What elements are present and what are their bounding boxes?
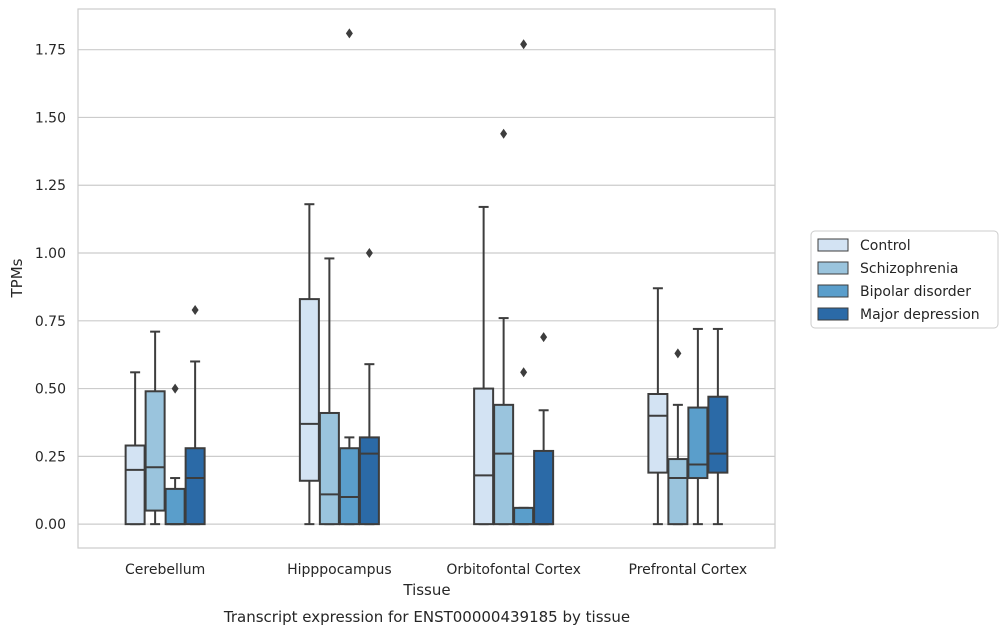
y-axis-ticks: 0.00 0.25 0.50 0.75 1.00 1.25 1.50 1.75 — [35, 43, 66, 533]
y-axis-label: TPMs — [8, 258, 26, 298]
legend-frame — [810, 230, 999, 329]
x-tick-label: Orbitofontal Cortex — [446, 562, 581, 578]
category-group — [124, 304, 206, 526]
legend-label: Control — [860, 238, 911, 254]
y-tick-label: 1.50 — [35, 110, 66, 126]
box — [318, 411, 340, 526]
y-tick-label: 0.75 — [35, 314, 66, 330]
box — [513, 506, 535, 526]
legend-label: Schizophrenia — [860, 261, 958, 277]
y-tick-label: 0.50 — [35, 382, 66, 398]
box — [164, 487, 186, 526]
legend-swatch — [817, 238, 849, 252]
legend-label: Major depression — [860, 307, 980, 323]
y-tick-label: 1.25 — [35, 178, 66, 194]
box — [667, 458, 689, 526]
outlier-point — [345, 28, 353, 39]
box — [184, 447, 206, 526]
plot-frame — [77, 8, 776, 549]
legend: Control Schizophrenia Bipolar disorder Majo… — [810, 230, 999, 329]
box — [533, 449, 555, 526]
category-group — [298, 28, 380, 526]
outlier-point — [540, 332, 548, 343]
category-group — [647, 287, 729, 526]
outlier-point — [520, 367, 528, 378]
chart-caption: Transcript expression for ENST0000043918… — [223, 608, 630, 626]
box — [687, 406, 709, 480]
box — [647, 393, 669, 474]
box — [493, 403, 515, 526]
box — [124, 444, 146, 526]
legend-swatch — [817, 307, 849, 321]
grid-lines — [78, 49, 775, 525]
x-tick-label: Hipppocampus — [287, 562, 392, 578]
category-group — [473, 39, 555, 526]
outlier-point — [365, 248, 373, 259]
x-tick-label: Cerebellum — [125, 562, 205, 578]
outlier-point — [191, 304, 199, 315]
x-tick-label: Prefrontal Cortex — [629, 562, 748, 578]
y-tick-label: 1.00 — [35, 246, 66, 262]
box — [298, 298, 320, 482]
box — [358, 436, 380, 526]
outlier-point — [500, 128, 508, 139]
box — [338, 447, 360, 526]
y-tick-label: 0.25 — [35, 449, 66, 465]
y-tick-label: 1.75 — [35, 43, 66, 59]
outlier-point — [674, 348, 682, 359]
y-tick-label: 0.00 — [35, 517, 66, 533]
legend-swatch — [817, 284, 849, 298]
x-axis-ticks: Cerebellum Hipppocampus Orbitofontal Corte… — [125, 562, 747, 578]
legend-label: Bipolar disorder — [860, 284, 971, 300]
box — [707, 395, 729, 474]
box-plot-groups — [124, 28, 729, 526]
outlier-point — [171, 383, 179, 394]
box — [473, 387, 495, 526]
box — [144, 390, 166, 512]
x-axis-label: Tissue — [402, 581, 450, 599]
outlier-point — [520, 39, 528, 50]
legend-swatch — [817, 261, 849, 275]
